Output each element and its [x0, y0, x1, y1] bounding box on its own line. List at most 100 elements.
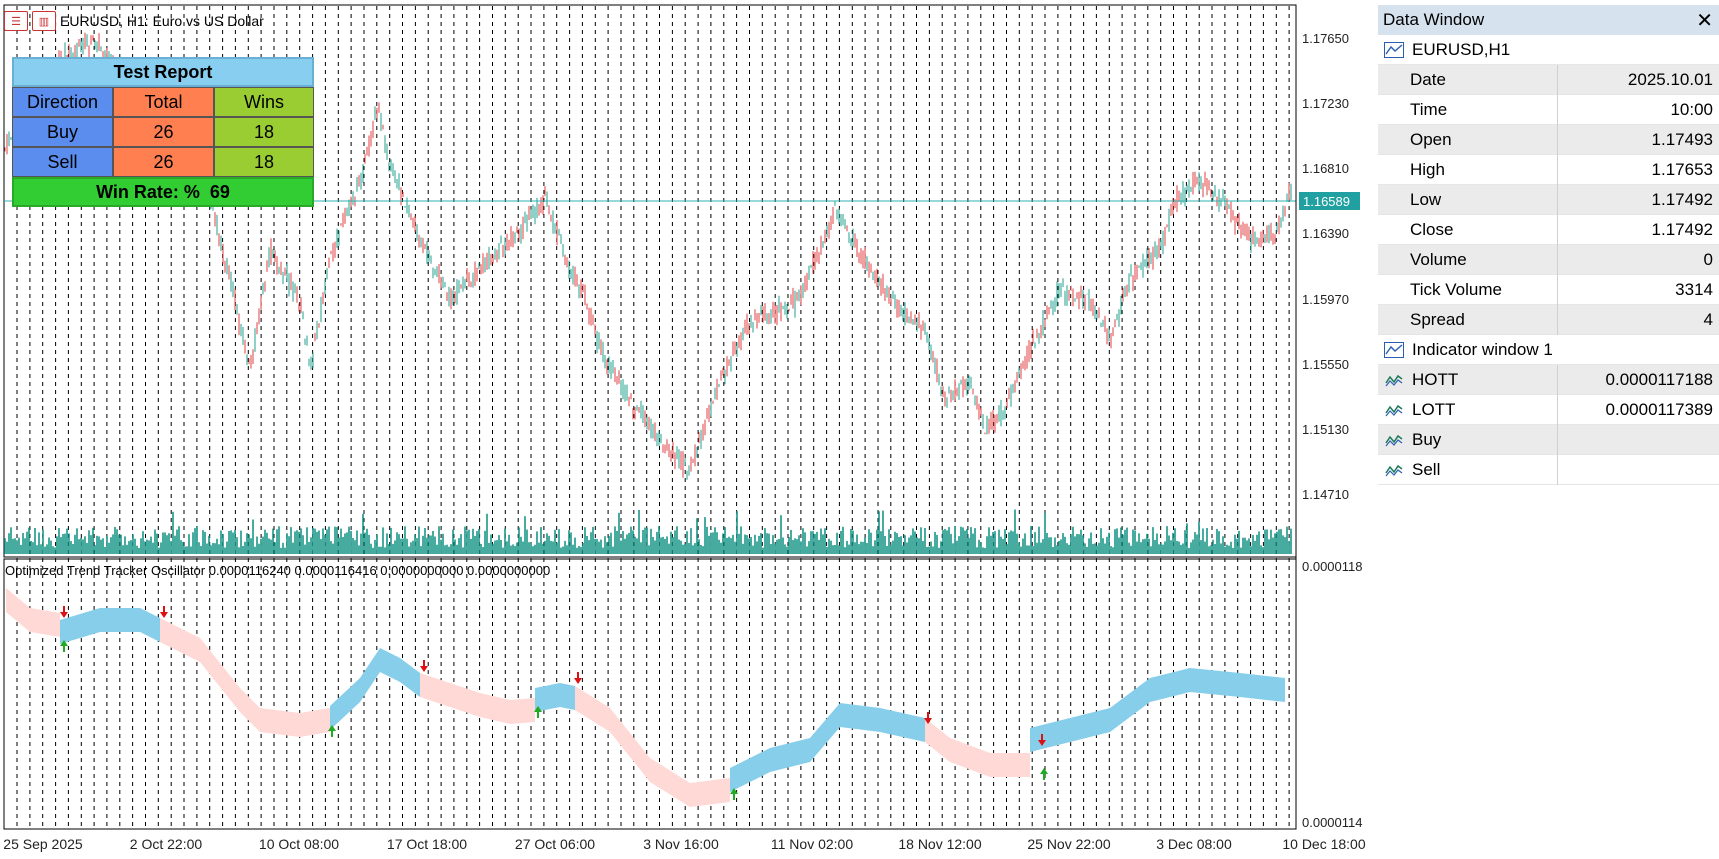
time-tick: 3 Nov 16:00	[643, 836, 719, 852]
buy-arrow-icon	[328, 725, 336, 737]
data-row-label: Date	[1378, 64, 1558, 95]
indicator-name: LOTT	[1412, 399, 1456, 419]
data-row-value: 1.17492	[1651, 189, 1713, 209]
chart-type-icon[interactable]: ▥	[32, 11, 56, 31]
data-row-label: Close	[1378, 214, 1558, 245]
sell-wins: 18	[214, 147, 314, 177]
data-row-value: 0.0000117188	[1605, 369, 1713, 389]
oscillator-frame	[3, 558, 1297, 830]
buy-arrow-icon	[60, 640, 68, 652]
data-row-tick-volume: Tick Volume 3314	[1378, 274, 1719, 305]
data-row-label: High	[1378, 154, 1558, 185]
oscillator-title: Optimized Trend Tracker Oscillator 0.000…	[5, 563, 551, 578]
header-direction: Direction	[12, 87, 113, 117]
sell-arrow-icon	[574, 672, 582, 684]
price-tick: 1.15130	[1302, 422, 1349, 437]
oscillator-scale-bottom: 0.0000114	[1302, 815, 1363, 830]
data-window-title: Data Window	[1383, 10, 1485, 29]
win-rate-label: Win Rate: %	[96, 181, 200, 202]
data-row-label: Buy	[1378, 424, 1558, 455]
report-row-sell: Sell 26 18	[12, 147, 314, 177]
ott-band	[60, 608, 160, 644]
chart-title: EURUSD, H1: Euro vs US Dollar	[60, 13, 264, 29]
sell-direction: Sell	[12, 147, 113, 177]
ott-band	[6, 588, 60, 637]
signal-arrows	[60, 606, 1048, 800]
indicator-line-icon	[1384, 461, 1404, 479]
vertical-grid	[16, 6, 1290, 828]
time-tick: 2 Oct 22:00	[129, 836, 203, 852]
data-row-spread: Spread 4	[1378, 304, 1719, 335]
indicator-line-icon	[1384, 431, 1404, 449]
price-tick: 1.14710	[1302, 487, 1349, 502]
report-row-buy: Buy 26 18	[12, 117, 314, 147]
price-tick: 1.15970	[1302, 292, 1349, 307]
data-row-label: Time	[1378, 94, 1558, 125]
time-tick: 17 Oct 18:00	[386, 836, 468, 852]
data-window-titlebar: Data Window ✕	[1378, 5, 1719, 35]
chart-menu-icon[interactable]: ☰	[4, 11, 28, 31]
data-row-value: 10:00	[1670, 99, 1713, 119]
ott-band	[330, 648, 420, 730]
report-header-row: Direction Total Wins	[12, 87, 314, 117]
chart-title-bar: ☰ ▥ EURUSD, H1: Euro vs US Dollar	[4, 10, 264, 32]
data-row-value: 0.0000117389	[1605, 399, 1713, 419]
data-row-label: LOTT	[1378, 394, 1558, 425]
ott-band	[420, 673, 535, 724]
time-tick: 18 Nov 12:00	[898, 836, 982, 852]
ott-band	[925, 718, 1030, 777]
ott-band	[575, 686, 730, 807]
price-tick: 1.15550	[1302, 357, 1349, 372]
line-chart-icon	[1384, 341, 1404, 359]
close-icon[interactable]: ✕	[1696, 9, 1713, 32]
data-row-close: Close 1.17492	[1378, 214, 1719, 245]
data-window-panel: Data Window ✕ EURUSD,H1 Date 2025.10.01 T…	[1378, 5, 1719, 855]
time-tick: 10 Dec 18:00	[1282, 836, 1366, 852]
buy-total: 26	[113, 117, 214, 147]
indicator-name: Sell	[1412, 459, 1441, 479]
data-row-value: 3314	[1675, 279, 1713, 299]
indicator-row-sell: Sell	[1378, 454, 1719, 485]
data-row-label: Low	[1378, 184, 1558, 215]
data-row-value: 4	[1703, 309, 1713, 329]
data-row-value: 1.17492	[1651, 219, 1713, 239]
buy-arrow-icon	[1040, 768, 1048, 780]
data-row-label: Open	[1378, 124, 1558, 155]
data-row-label: HOTT	[1378, 364, 1558, 395]
ott-band	[1030, 668, 1285, 752]
price-tick: 1.16810	[1302, 161, 1349, 176]
data-row-open: Open 1.17493	[1378, 124, 1719, 155]
symbol-label: EURUSD,H1	[1412, 39, 1511, 59]
sell-arrow-icon	[420, 660, 428, 672]
symbol-section[interactable]: EURUSD,H1	[1378, 35, 1719, 65]
buy-wins: 18	[214, 117, 314, 147]
indicator-name: HOTT	[1412, 369, 1459, 389]
data-row-low: Low 1.17492	[1378, 184, 1719, 215]
data-row-value: 1.17653	[1651, 159, 1713, 179]
indicator-row-lott: LOTT 0.0000117389	[1378, 394, 1719, 425]
data-row-value: 1.17493	[1651, 129, 1713, 149]
indicator-title: Indicator window 1	[1412, 339, 1553, 359]
indicator-name: Buy	[1412, 429, 1442, 449]
header-wins: Wins	[214, 87, 314, 117]
price-tick: 1.17650	[1302, 31, 1349, 46]
time-tick: 27 Oct 06:00	[514, 836, 596, 852]
ott-band	[730, 703, 925, 792]
price-tick: 1.16390	[1302, 226, 1349, 241]
data-row-label: Spread	[1378, 304, 1558, 335]
data-row-time: Time 10:00	[1378, 94, 1719, 125]
sell-arrow-icon	[160, 606, 168, 618]
indicator-section[interactable]: Indicator window 1	[1378, 335, 1719, 365]
oscillator-scale-top: 0.0000118	[1302, 559, 1363, 574]
indicator-row-buy: Buy	[1378, 424, 1719, 455]
ott-band	[535, 683, 575, 712]
data-row-label: Tick Volume	[1378, 274, 1558, 305]
time-tick: 25 Nov 22:00	[1027, 836, 1111, 852]
line-chart-icon	[1384, 41, 1404, 59]
time-tick: 10 Oct 08:00	[258, 836, 340, 852]
header-total: Total	[113, 87, 214, 117]
buy-arrow-icon	[730, 788, 738, 800]
time-tick: 11 Nov 02:00	[770, 836, 854, 852]
sell-arrow-icon	[1038, 734, 1046, 746]
